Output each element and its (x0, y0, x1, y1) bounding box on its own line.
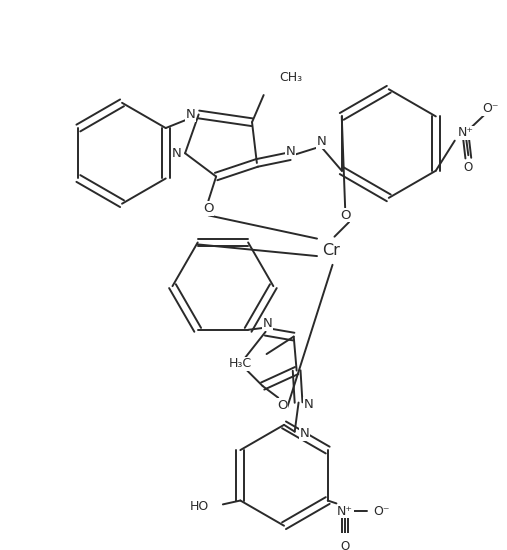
Text: N: N (303, 398, 313, 411)
Text: N: N (300, 427, 309, 440)
Text: N: N (317, 135, 327, 148)
Text: O⁻: O⁻ (482, 102, 499, 115)
Text: N: N (227, 359, 237, 372)
Text: O⁻: O⁻ (373, 505, 389, 518)
Text: H₃C: H₃C (229, 358, 252, 370)
Text: CH₃: CH₃ (279, 71, 302, 84)
Text: HO: HO (190, 500, 209, 513)
Text: O: O (464, 161, 473, 174)
Text: O: O (340, 209, 350, 222)
Text: N: N (171, 147, 181, 159)
Text: N: N (186, 108, 196, 121)
Text: N: N (263, 317, 272, 331)
Text: N⁺: N⁺ (457, 126, 474, 139)
Text: N: N (286, 145, 296, 158)
Text: O: O (277, 399, 287, 412)
Text: Cr: Cr (321, 243, 340, 258)
Text: O: O (203, 202, 213, 215)
Text: N⁺: N⁺ (337, 505, 353, 518)
Text: O: O (341, 540, 350, 550)
